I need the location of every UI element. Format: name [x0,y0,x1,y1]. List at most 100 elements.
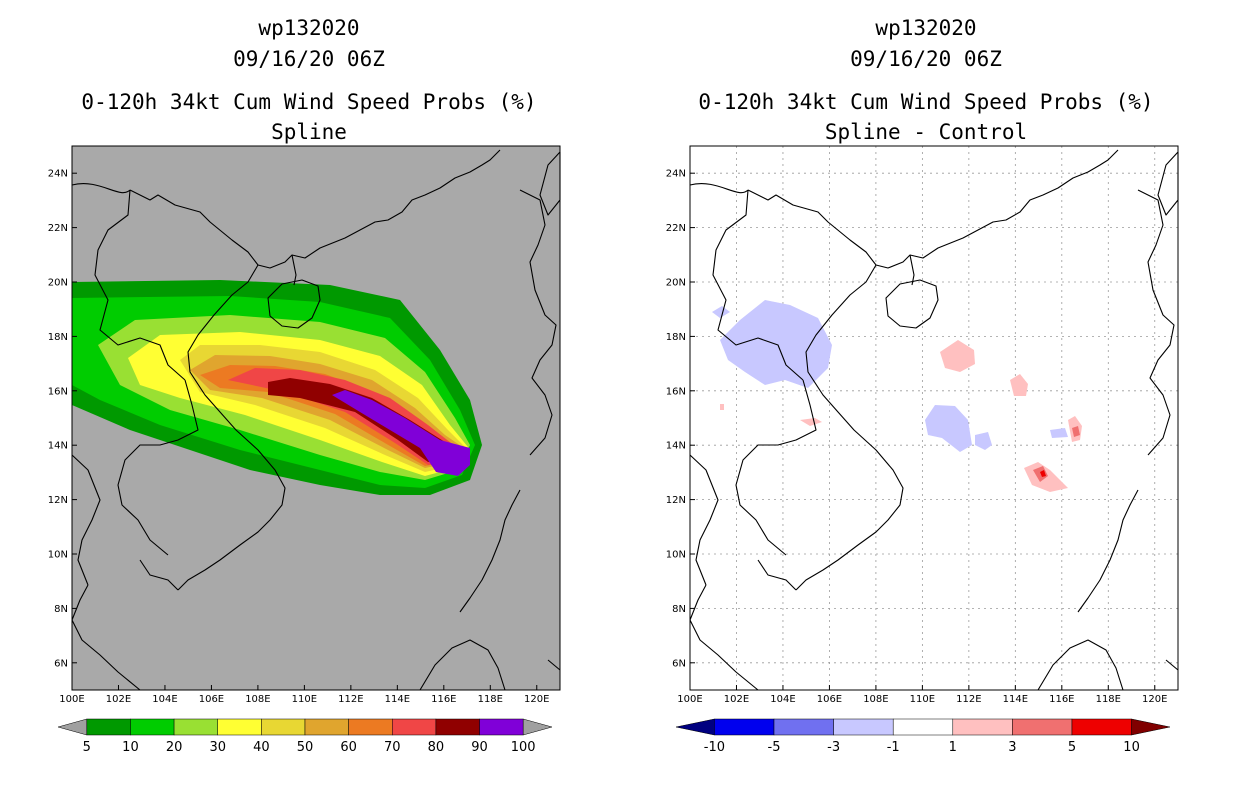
right-map: 6N 8N 10N 12N 14N 16N 18N 20N 22N 24N 100E 102E 104… [666,145,1179,705]
colorbar-label: 10 [1123,740,1140,755]
right-latitude-axis: 6N 8N 10N 12N 14N 16N 18N 20N 22N 24N [666,169,695,669]
lon-tick-label: 116E [431,694,456,705]
colorbar-label: 5 [83,740,91,755]
lon-tick-label: 110E [910,694,935,705]
colorbar-label: 10 [122,740,139,755]
negative-patch-east [1050,428,1068,438]
colorbar-swatch [348,718,393,736]
colorbar-label: 70 [384,740,401,755]
colorbar-label: 80 [428,740,445,755]
colorbar-swatch [1071,718,1132,736]
colorbar-label: -1 [887,740,900,755]
lon-tick-label: 114E [385,694,410,705]
colorbar-swatch [892,718,954,736]
colorbar-label: 20 [166,740,183,755]
right-title-storm-id: wp132020 [875,16,976,40]
lat-tick-label: 10N [666,550,686,561]
colorbar-label: 100 [511,740,536,755]
lon-tick-label: 114E [1003,694,1028,705]
colorbar-label: 50 [297,740,314,755]
lat-tick-label: 16N [48,386,68,397]
lon-tick-label: 100E [59,694,84,705]
left-longitude-axis: 100E 102E 104E 106E 108E 110E 112E 114E 116E 118E… [59,685,549,705]
lat-tick-label: 24N [48,169,68,180]
lon-tick-label: 120E [524,694,549,705]
lat-tick-label: 12N [666,495,686,506]
colorbar-swatch [86,718,131,736]
lon-tick-label: 100E [677,694,702,705]
lat-tick-label: 18N [48,332,68,343]
lon-tick-label: 106E [199,694,224,705]
colorbar-swatch [714,718,775,736]
negative-patch-small-west [712,306,730,318]
colorbar-label: 1 [949,740,957,755]
left-title-product: 0-120h 34kt Cum Wind Speed Probs (%) [81,90,536,114]
colorbar-label: -5 [768,740,781,755]
colorbar-label: 30 [209,740,226,755]
positive-patch-north [940,340,975,372]
colorbar-swatch [435,718,480,736]
lon-tick-label: 108E [863,694,888,705]
colorbar-label: -3 [827,740,840,755]
lon-tick-label: 120E [1142,694,1167,705]
colorbar-overflow-triangle [1131,718,1171,736]
left-title-storm-id: wp132020 [258,16,359,40]
right-title-method: Spline - Control [825,120,1027,144]
colorbar-swatch [217,718,262,736]
colorbar-label: 5 [1068,740,1076,755]
lat-tick-label: 24N [666,169,686,180]
lon-tick-label: 112E [338,694,363,705]
lat-tick-label: 16N [666,386,686,397]
lat-tick-label: 14N [666,441,686,452]
lat-tick-label: 10N [48,550,68,561]
negative-patch-central-east [975,432,992,450]
colorbar-swatch [952,718,1013,736]
colorbar-swatch [130,718,175,736]
colorbar-swatch [304,718,349,736]
band-90-100 [332,390,470,476]
colorbar-swatch [1012,718,1073,736]
positive-patch-east-core [1072,426,1080,437]
colorbar-swatch [773,718,834,736]
lon-tick-label: 116E [1049,694,1074,705]
colorbar-label: 3 [1008,740,1016,755]
lon-tick-label: 118E [478,694,503,705]
colorbar-swatch [479,718,524,736]
lon-tick-label: 104E [770,694,795,705]
positive-patch-tiny-west [720,404,724,410]
lon-tick-label: 118E [1096,694,1121,705]
colorbar-swatch [261,718,306,736]
colorbar-label: 40 [253,740,270,755]
lat-tick-label: 18N [666,332,686,343]
lon-tick-label: 102E [724,694,749,705]
right-longitude-axis: 100E 102E 104E 106E 108E 110E 112E 114E 116E 118E… [677,685,1167,705]
lon-tick-label: 110E [292,694,317,705]
lat-tick-label: 12N [48,495,68,506]
positive-patch-small-cambodia [800,418,822,426]
left-colorbar: 5 10 20 30 40 50 60 70 80 90 100 [57,718,553,755]
lon-tick-label: 112E [956,694,981,705]
right-title-product: 0-120h 34kt Cum Wind Speed Probs (%) [698,90,1153,114]
right-map-frame [689,145,1179,691]
lon-tick-label: 102E [106,694,131,705]
colorbar-underflow-triangle [57,718,88,736]
positive-patch-southeast-core [1033,466,1048,482]
lat-tick-label: 20N [48,278,68,289]
colorbar-label: -10 [704,740,725,755]
negative-patch-central [925,405,972,452]
lon-tick-label: 104E [152,694,177,705]
right-title-datetime: 09/16/20 06Z [850,47,1002,71]
colorbar-swatch [173,718,218,736]
colorbar-swatch [392,718,437,736]
lat-tick-label: 8N [672,604,686,615]
left-panel: wp132020 09/16/20 06Z 0-120h 34kt Cum Wi… [48,16,561,755]
positive-patch-southeast-peak [1040,470,1046,477]
colorbar-underflow-triangle [675,718,715,736]
right-colorbar: -10 -5 -3 -1 1 3 5 10 [675,718,1171,755]
lat-tick-label: 20N [666,278,686,289]
colorbar-label: 60 [340,740,357,755]
left-map: 6N 8N 10N 12N 14N 16N 18N 20N 22N 24N 100E 102E 104… [48,145,561,705]
lat-tick-label: 22N [48,223,68,234]
left-title-method: Spline [271,120,347,144]
